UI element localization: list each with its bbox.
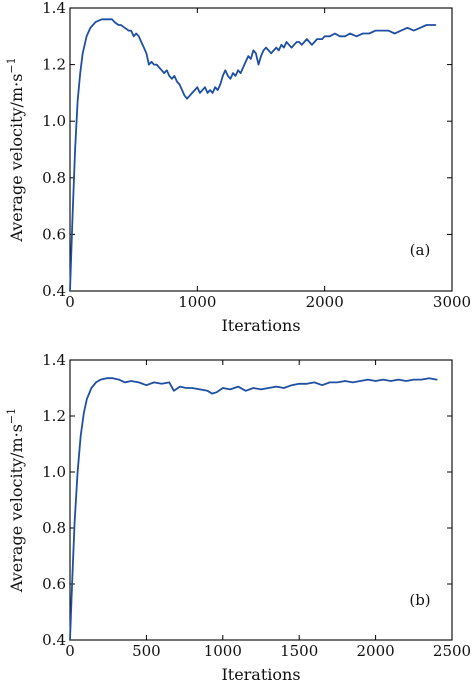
x-axis-title: Iterations xyxy=(221,316,300,335)
y-tick-label: 1.2 xyxy=(42,56,66,74)
y-tick-label: 1.0 xyxy=(42,463,66,481)
x-tick-label: 2500 xyxy=(433,642,471,660)
series-line xyxy=(69,18,437,292)
chart-panel-b: 0 500 1000 1500 2000 2500 0.4 0.6 0.8 1.0 1.2 1.4 It… xyxy=(5,351,471,684)
y-tick-label: 0.8 xyxy=(42,169,66,187)
y-tick-label: 0.8 xyxy=(42,519,66,537)
y-axis-title-text: Average velocity/m·s xyxy=(7,424,26,593)
y-axis-title: Average velocity/m·s−1 xyxy=(5,408,26,593)
y-tick-label: 1.2 xyxy=(42,407,66,425)
plot-frame xyxy=(69,7,453,292)
y-tick-label: 0.6 xyxy=(42,575,66,593)
x-tick-label: 2000 xyxy=(357,642,395,660)
y-axis-title-superscript: −1 xyxy=(5,408,18,424)
chart-panel-a: 0 1000 2000 3000 0.4 0.6 0.8 1.0 1.2 1.4 Iteration… xyxy=(5,0,471,335)
x-tick-label: 1000 xyxy=(178,293,216,311)
panel-label: (a) xyxy=(410,241,431,259)
panel-label: (b) xyxy=(409,591,430,609)
y-axis-title: Average velocity/m·s−1 xyxy=(5,57,26,242)
y-axis-title-text: Average velocity/m·s xyxy=(7,74,26,243)
y-tick-label: 1.0 xyxy=(42,112,66,130)
y-tick-label: 1.4 xyxy=(42,351,66,369)
y-tick-label: 0.4 xyxy=(42,282,66,300)
y-tick-label: 1.4 xyxy=(42,0,66,17)
x-tick-label: 1500 xyxy=(280,642,318,660)
x-tick-label: 500 xyxy=(132,642,161,660)
x-tick-label: 0 xyxy=(65,642,75,660)
x-tick-label: 3000 xyxy=(433,293,471,311)
series-line xyxy=(69,377,438,641)
y-tick-label: 0.6 xyxy=(42,225,66,243)
x-tick-label: 0 xyxy=(65,293,75,311)
y-tick-label: 0.4 xyxy=(42,631,66,649)
x-tick-label: 1000 xyxy=(204,642,242,660)
plot-frame xyxy=(69,359,453,641)
x-axis-title: Iterations xyxy=(221,665,300,684)
x-tick-label: 2000 xyxy=(306,293,344,311)
y-axis-title-superscript: −1 xyxy=(5,57,18,73)
